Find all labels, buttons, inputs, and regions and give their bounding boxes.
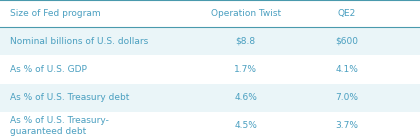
- Text: 7.0%: 7.0%: [335, 93, 358, 102]
- Text: Nominal billions of U.S. dollars: Nominal billions of U.S. dollars: [10, 37, 149, 46]
- Bar: [0, 27, 420, 55]
- Bar: [0, 55, 420, 84]
- Text: 4.5%: 4.5%: [234, 121, 257, 130]
- Text: 1.7%: 1.7%: [234, 65, 257, 74]
- Text: Operation Twist: Operation Twist: [211, 9, 281, 18]
- Bar: [0, 112, 420, 140]
- Text: As % of U.S. Treasury-
guaranteed debt: As % of U.S. Treasury- guaranteed debt: [10, 116, 109, 136]
- Text: As % of U.S. GDP: As % of U.S. GDP: [10, 65, 87, 74]
- Text: 3.7%: 3.7%: [335, 121, 358, 130]
- Text: Size of Fed program: Size of Fed program: [10, 9, 101, 18]
- Bar: [0, 0, 420, 27]
- Bar: [0, 84, 420, 112]
- Text: QE2: QE2: [337, 9, 356, 18]
- Text: $600: $600: [335, 37, 358, 46]
- Text: As % of U.S. Treasury debt: As % of U.S. Treasury debt: [10, 93, 130, 102]
- Text: 4.1%: 4.1%: [335, 65, 358, 74]
- Text: $8.8: $8.8: [236, 37, 256, 46]
- Text: 4.6%: 4.6%: [234, 93, 257, 102]
